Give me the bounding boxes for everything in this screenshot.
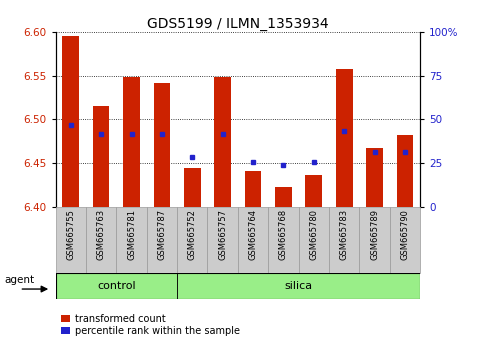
Bar	[147, 207, 177, 273]
Text: GSM665764: GSM665764	[249, 209, 257, 260]
Bar	[93, 106, 110, 207]
Text: GSM665763: GSM665763	[97, 209, 106, 260]
Bar	[56, 207, 86, 273]
Bar	[268, 207, 298, 273]
Text: GSM665755: GSM665755	[66, 209, 75, 260]
Text: control: control	[97, 281, 136, 291]
Bar	[397, 135, 413, 207]
Text: GSM665783: GSM665783	[340, 209, 349, 260]
Bar	[62, 36, 79, 207]
Text: agent: agent	[4, 275, 35, 285]
Legend: transformed count, percentile rank within the sample: transformed count, percentile rank withi…	[60, 313, 241, 337]
Text: GSM665789: GSM665789	[370, 209, 379, 260]
Bar	[390, 207, 420, 273]
Title: GDS5199 / ILMN_1353934: GDS5199 / ILMN_1353934	[147, 17, 329, 31]
Bar	[123, 76, 140, 207]
Bar	[116, 207, 147, 273]
Text: GSM665790: GSM665790	[400, 209, 410, 260]
Bar	[56, 273, 177, 299]
Bar	[184, 168, 200, 207]
Bar	[214, 76, 231, 207]
Bar	[86, 207, 116, 273]
Bar	[238, 207, 268, 273]
Bar	[208, 207, 238, 273]
Text: GSM665781: GSM665781	[127, 209, 136, 260]
Text: GSM665757: GSM665757	[218, 209, 227, 260]
Bar	[154, 83, 170, 207]
Bar	[177, 207, 208, 273]
Text: GSM665787: GSM665787	[157, 209, 167, 260]
Bar	[177, 273, 420, 299]
Bar	[245, 171, 261, 207]
Bar	[275, 187, 292, 207]
Text: GSM665752: GSM665752	[188, 209, 197, 260]
Bar	[305, 175, 322, 207]
Bar	[298, 207, 329, 273]
Bar	[366, 148, 383, 207]
Bar	[329, 207, 359, 273]
Text: silica: silica	[284, 281, 313, 291]
Text: GSM665780: GSM665780	[309, 209, 318, 260]
Text: GSM665768: GSM665768	[279, 209, 288, 260]
Bar	[359, 207, 390, 273]
Bar	[336, 69, 353, 207]
